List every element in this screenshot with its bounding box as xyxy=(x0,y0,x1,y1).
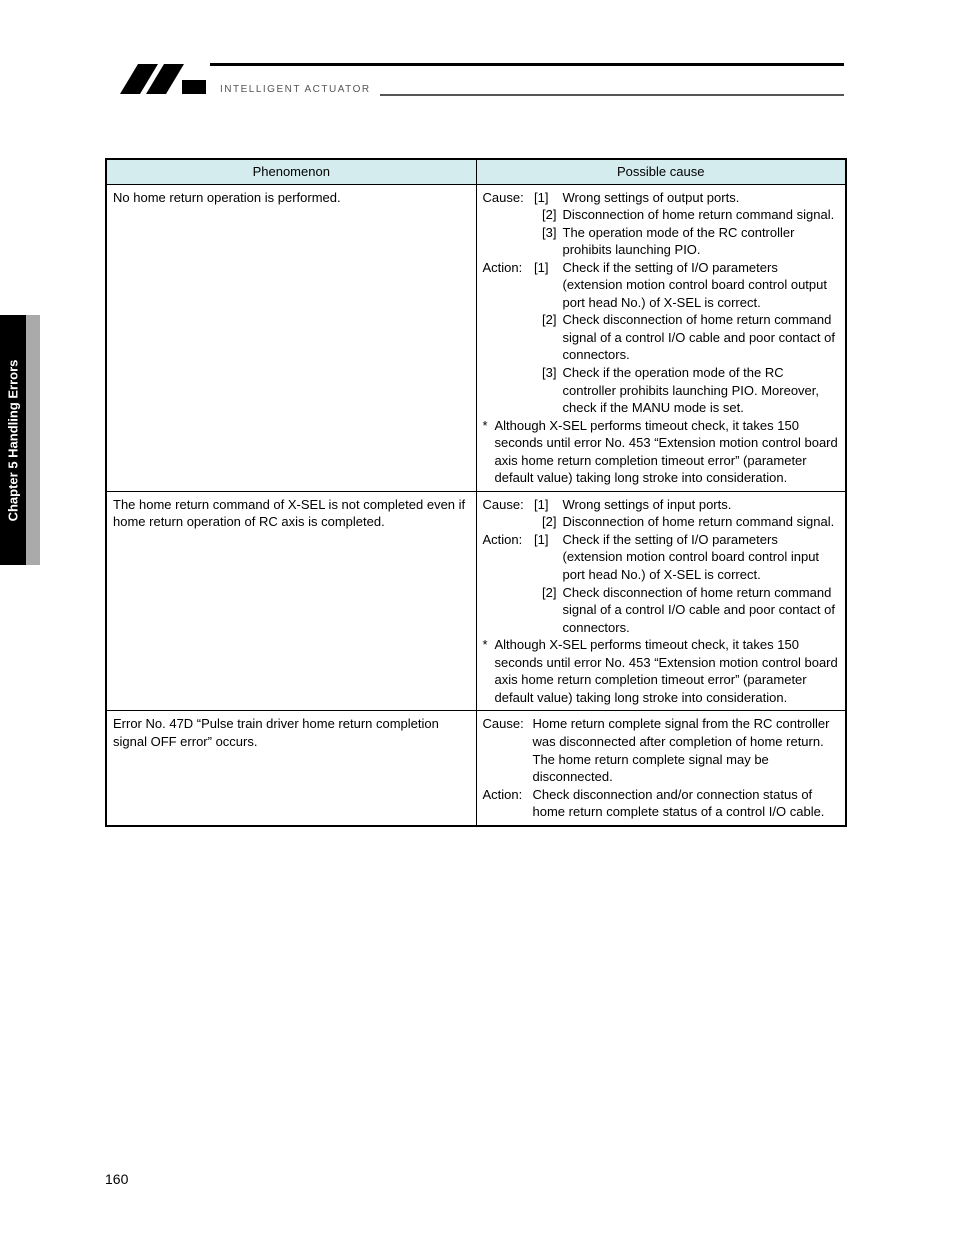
action-num: [2] xyxy=(537,311,557,329)
cause-num: [2] xyxy=(537,513,557,531)
action-num: [1] xyxy=(529,259,549,277)
asterisk-icon: * xyxy=(483,417,495,487)
action-text: Check if the setting of I/O parameters (… xyxy=(563,259,840,312)
table-row: Error No. 47D “Pulse train driver home r… xyxy=(106,711,846,826)
action-text: Check disconnection of home return comma… xyxy=(563,584,840,637)
action-label: Action: xyxy=(483,786,533,821)
cause-text: Disconnection of home return command sig… xyxy=(563,206,840,224)
col-phenomenon: Phenomenon xyxy=(106,159,476,184)
cause-text: Disconnection of home return command sig… xyxy=(563,513,840,531)
action-num: [2] xyxy=(537,584,557,602)
action-num: [3] xyxy=(537,364,557,382)
cause-num: [1] xyxy=(529,189,549,207)
action-label: Action: xyxy=(483,531,529,549)
chapter-tab-label: Chapter 5 Handling Errors xyxy=(0,315,26,565)
action-label: Action: xyxy=(483,259,529,277)
table-header-row: Phenomenon Possible cause xyxy=(106,159,846,184)
cause-label: Cause: xyxy=(483,189,529,207)
action-num: [1] xyxy=(529,531,549,549)
phenomenon-cell: The home return command of X-SEL is not … xyxy=(106,491,476,711)
brand-text: INTELLIGENT ACTUATOR xyxy=(220,84,371,95)
brand-logo-icon xyxy=(120,60,210,98)
possible-cause-cell: Cause:[1] Wrong settings of output ports… xyxy=(476,184,846,491)
table-row: The home return command of X-SEL is not … xyxy=(106,491,846,711)
chapter-tab-inner xyxy=(26,315,40,565)
cause-num: [1] xyxy=(529,496,549,514)
cause-text: Wrong settings of output ports. xyxy=(563,189,840,207)
action-text: Check disconnection of home return comma… xyxy=(563,311,840,364)
error-table-wrap: Phenomenon Possible cause No home return… xyxy=(105,158,847,827)
cause-text: Wrong settings of input ports. xyxy=(563,496,840,514)
page-header: INTELLIGENT ACTUATOR xyxy=(120,60,844,108)
col-possible-cause: Possible cause xyxy=(476,159,846,184)
cause-num: [3] xyxy=(537,224,557,242)
page-number: 160 xyxy=(105,1171,128,1187)
phenomenon-cell: Error No. 47D “Pulse train driver home r… xyxy=(106,711,476,826)
asterisk-icon: * xyxy=(483,636,495,706)
table-row: No home return operation is performed. C… xyxy=(106,184,846,491)
cause-num: [2] xyxy=(537,206,557,224)
note-text: Although X-SEL performs timeout check, i… xyxy=(495,417,840,487)
header-rule-top xyxy=(210,63,844,66)
phenomenon-cell: No home return operation is performed. xyxy=(106,184,476,491)
cause-text: Home return complete signal from the RC … xyxy=(533,715,840,785)
cause-label: Cause: xyxy=(483,715,533,785)
action-text: Check disconnection and/or connection st… xyxy=(533,786,840,821)
cause-text: The operation mode of the RC controller … xyxy=(563,224,840,259)
action-text: Check if the operation mode of the RC co… xyxy=(563,364,840,417)
header-rule-bottom xyxy=(380,94,844,96)
possible-cause-cell: Cause:[1] Wrong settings of input ports.… xyxy=(476,491,846,711)
error-table: Phenomenon Possible cause No home return… xyxy=(105,158,847,827)
action-text: Check if the setting of I/O parameters (… xyxy=(563,531,840,584)
note-text: Although X-SEL performs timeout check, i… xyxy=(495,636,840,706)
chapter-tab-text: Chapter 5 Handling Errors xyxy=(6,359,21,521)
possible-cause-cell: Cause: Home return complete signal from … xyxy=(476,711,846,826)
cause-label: Cause: xyxy=(483,496,529,514)
